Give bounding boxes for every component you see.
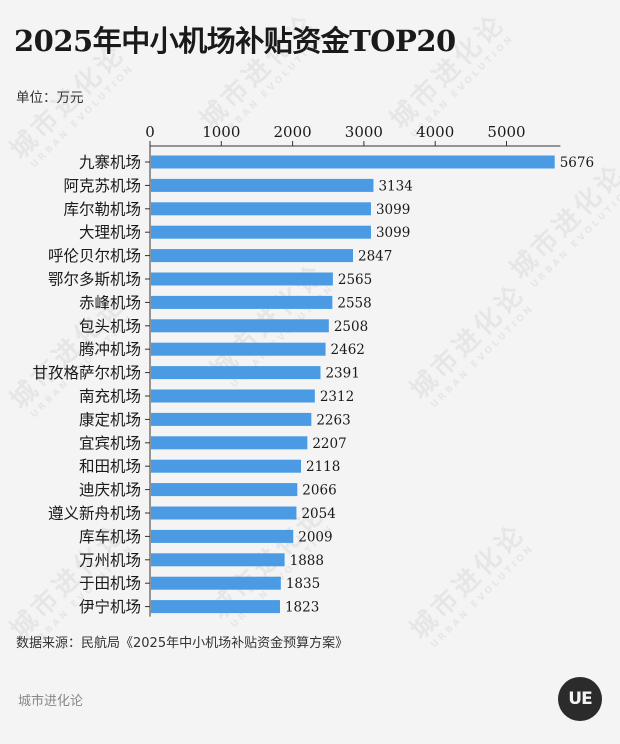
logo-text: UE <box>568 689 592 709</box>
value-label: 2391 <box>325 366 359 382</box>
bar <box>151 155 555 169</box>
value-label: 2009 <box>298 529 332 545</box>
category-label: 遵义新舟机场 <box>48 505 141 523</box>
bar <box>151 295 333 309</box>
value-label: 2508 <box>334 319 368 335</box>
category-label: 九寨机场 <box>79 154 141 172</box>
value-label: 3134 <box>378 178 412 194</box>
bar <box>151 202 371 216</box>
bar <box>151 319 329 333</box>
category-label: 和田机场 <box>79 458 141 476</box>
value-label: 3099 <box>376 202 410 218</box>
bar <box>151 529 294 543</box>
x-tick-label: 2000 <box>274 123 312 141</box>
value-label: 2565 <box>338 272 372 288</box>
bar <box>151 600 280 614</box>
unit-label: 单位：万元 <box>16 90 84 106</box>
bar <box>151 506 297 520</box>
bar <box>151 459 302 473</box>
category-label: 腾冲机场 <box>79 341 141 359</box>
value-label: 5676 <box>560 155 594 171</box>
x-axis: 0 1000 2000 3000 4000 5000 <box>145 123 561 147</box>
x-tick-label: 1000 <box>202 123 240 141</box>
bar <box>151 366 321 380</box>
value-label: 1823 <box>285 600 319 616</box>
bar <box>151 389 315 403</box>
category-label: 于田机场 <box>79 575 141 593</box>
category-label: 库车机场 <box>79 528 141 546</box>
category-label: 南充机场 <box>79 388 141 406</box>
category-label: 万州机场 <box>79 551 141 569</box>
category-label: 鄂尔多斯机场 <box>48 271 141 289</box>
value-label: 2066 <box>302 483 336 499</box>
value-label: 2558 <box>337 295 371 311</box>
value-label: 2847 <box>358 249 392 265</box>
category-label: 呼伦贝尔机场 <box>48 247 141 265</box>
value-label: 1888 <box>290 553 324 569</box>
bar <box>151 576 281 590</box>
bar <box>151 225 371 239</box>
category-label: 康定机场 <box>79 411 141 429</box>
value-label: 2207 <box>312 436 346 452</box>
category-label: 大理机场 <box>79 224 141 242</box>
category-label: 伊宁机场 <box>79 598 141 616</box>
bar <box>151 272 333 286</box>
chart-title: 2025年中小机场补贴资金TOP20 <box>14 24 456 58</box>
x-tick-label: 5000 <box>487 123 525 141</box>
bar <box>151 342 326 356</box>
bar-series: 5676 3134 3099 3099 2847 2565 2558 2508 2462 2391… <box>151 155 594 616</box>
category-label: 甘孜格萨尔机场 <box>32 364 141 382</box>
category-label: 包头机场 <box>79 317 141 335</box>
footer-brand: 城市进化论 <box>18 694 84 709</box>
y-axis: 九寨机场阿克苏机场库尔勒机场大理机场呼伦贝尔机场鄂尔多斯机场赤峰机场包头机场腾冲… <box>32 146 151 617</box>
bar <box>151 483 298 497</box>
value-label: 2054 <box>301 506 335 522</box>
value-label: 3099 <box>376 225 410 241</box>
category-label: 库尔勒机场 <box>63 200 141 218</box>
bar <box>151 436 308 450</box>
category-label: 宜宾机场 <box>79 434 141 452</box>
value-label: 2263 <box>316 412 350 428</box>
value-label: 2118 <box>306 459 340 475</box>
category-label: 迪庆机场 <box>79 481 141 499</box>
x-tick-label: 4000 <box>416 123 454 141</box>
bar <box>151 553 285 567</box>
value-label: 2462 <box>331 342 365 358</box>
bar <box>151 412 312 426</box>
value-label: 2312 <box>320 389 354 405</box>
x-tick-label: 0 <box>145 123 155 141</box>
brand-logo: UE <box>558 677 602 721</box>
data-source: 数据来源：民航局《2025年中小机场补贴资金预算方案》 <box>16 636 349 651</box>
x-tick-label: 3000 <box>345 123 383 141</box>
bar-chart: 0 1000 2000 3000 4000 5000 九寨机场阿克苏机场库尔勒机场大理机场… <box>32 123 594 617</box>
category-label: 赤峰机场 <box>79 294 141 312</box>
bar <box>151 249 353 263</box>
bar <box>151 178 374 192</box>
category-label: 阿克苏机场 <box>63 177 141 195</box>
value-label: 1835 <box>286 576 320 592</box>
